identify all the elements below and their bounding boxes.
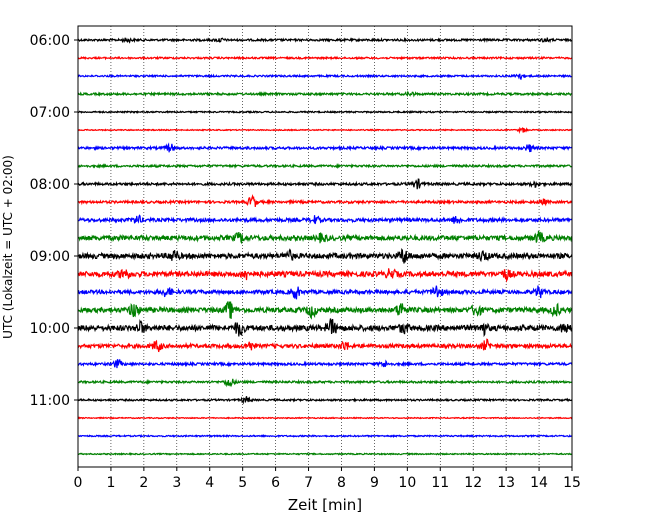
x-tick-label: 6 (271, 475, 280, 491)
trace-line (77, 142, 573, 153)
trace-line (77, 248, 573, 264)
x-tick-label: 2 (139, 475, 148, 491)
x-tick-label: 11 (431, 475, 449, 491)
trace-line (77, 73, 573, 81)
trace-line (77, 194, 573, 207)
trace-line (77, 214, 573, 225)
y-tick-label: 06:00 (30, 33, 70, 49)
trace-line (77, 230, 573, 245)
trace-line (77, 109, 573, 115)
x-tick-label: 15 (563, 475, 581, 491)
x-axis-label: Zeit [min] (288, 496, 362, 514)
trace-line (77, 90, 573, 98)
y-tick-label: 10:00 (30, 321, 70, 337)
x-tick-label: 12 (464, 475, 482, 491)
trace-line (77, 55, 573, 61)
trace-line (77, 359, 573, 369)
trace-line (77, 416, 573, 420)
trace-line (77, 433, 573, 439)
y-tick-label: 08:00 (30, 177, 70, 193)
x-tick-label: 8 (337, 475, 346, 491)
y-axis-ticks: 06:00 07:00 08:00 09:00 10:00 11:00 (30, 33, 78, 409)
y-tick-label: 09:00 (30, 249, 70, 265)
trace-line (77, 318, 573, 338)
trace-line (77, 268, 573, 283)
x-tick-label: 4 (205, 475, 214, 491)
trace-line (77, 178, 573, 190)
x-tick-label: 9 (370, 475, 379, 491)
y-tick-label: 07:00 (30, 105, 70, 121)
trace-line (77, 162, 573, 170)
seismic-traces (77, 36, 573, 457)
y-axis-label: UTC (Lokalzeit = UTC + 02:00) (1, 155, 15, 339)
trace-line (77, 285, 573, 300)
trace-line (77, 378, 573, 388)
x-tick-label: 7 (304, 475, 313, 491)
trace-line (77, 36, 573, 44)
y-tick-label: 11:00 (30, 393, 70, 409)
trace-line (77, 126, 573, 134)
trace-line (77, 396, 573, 405)
plot-frame (77, 25, 573, 468)
x-tick-label: 5 (238, 475, 247, 491)
trace-line (77, 338, 573, 353)
trace-line (77, 301, 573, 320)
x-tick-label: 13 (497, 475, 515, 491)
x-tick-label: 0 (74, 475, 83, 491)
x-tick-label: 3 (172, 475, 181, 491)
trace-line (77, 452, 573, 457)
x-tick-label: 14 (530, 475, 548, 491)
x-tick-label: 1 (106, 475, 115, 491)
x-tick-label: 10 (398, 475, 416, 491)
x-axis-ticks: 0 1 2 3 4 5 6 7 8 9 10 11 12 13 14 15 (74, 467, 581, 491)
